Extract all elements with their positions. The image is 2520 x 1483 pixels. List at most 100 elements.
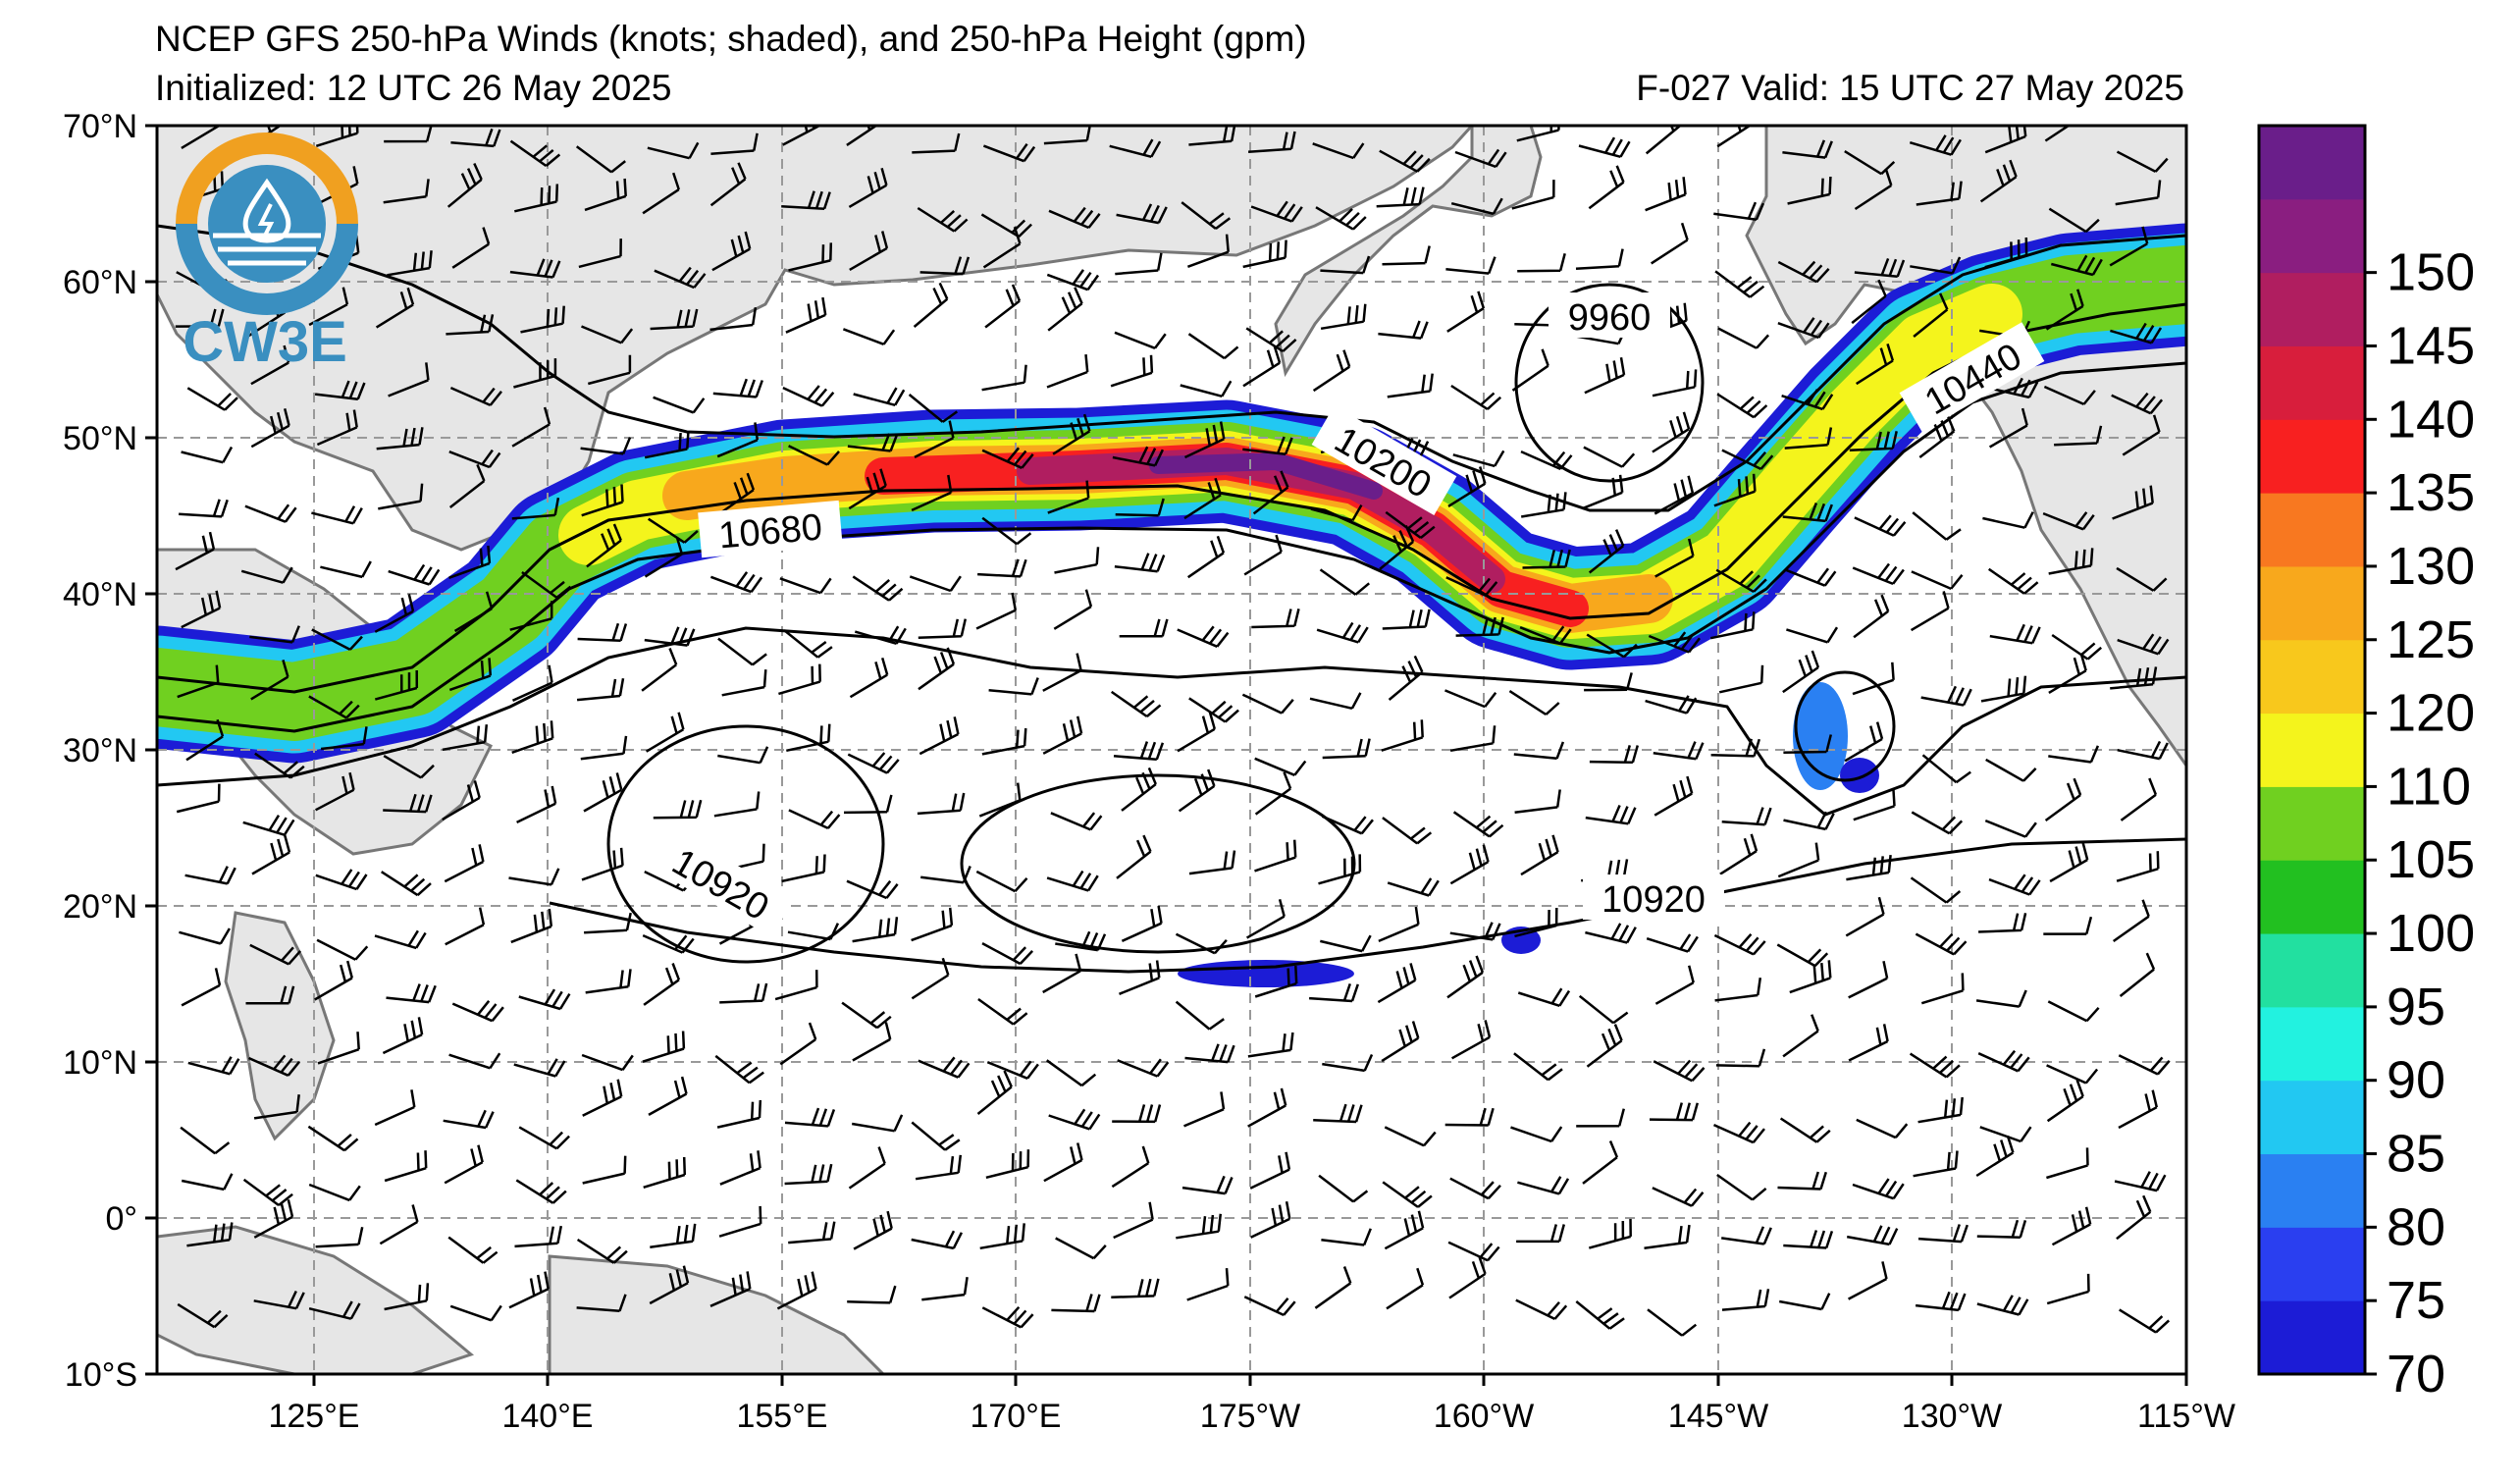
lon-label-160w: 160°W [1434,1398,1534,1435]
wind-barb [2048,548,2094,575]
wind-barb [1446,955,1485,999]
wind-barb [1851,279,1887,325]
contour-high-west [606,724,885,964]
lat-label-10n: 10°N [63,1044,137,1082]
wind-barb [1714,270,1765,298]
colorbar-segment [2259,1300,2365,1375]
wind-barb [249,943,302,966]
colorbar-segment [2259,419,2365,494]
wind-barb [1777,842,1820,878]
wind-barb [784,1107,836,1128]
wind-barb [1909,134,1962,156]
wind-barb [919,256,971,276]
wind-barb [1648,631,1701,654]
wind-barb [1589,745,1640,765]
wind-barb [375,287,415,329]
wind-barb [1447,1241,1500,1262]
contour-line-10920 [549,837,2186,974]
wind-barb [644,626,696,647]
wind-barb [719,982,768,1004]
wind-barb [975,870,1028,893]
wind-barb [320,560,372,579]
colorbar-label: 135 [2387,463,2475,522]
wind-barb [1654,775,1694,817]
wind-barb [177,664,220,699]
wind-barb [981,942,1034,966]
wind-barb [1645,177,1687,212]
wind-barb [1913,1150,1959,1178]
wind-barb [245,985,295,1005]
wind-barb [509,139,561,168]
wind-barb [1982,511,2034,529]
wind-barb [1111,1278,1160,1299]
wind-barb [1113,1201,1154,1240]
wind-barb [2122,414,2161,456]
wind-barb [714,1054,764,1085]
colorbar-label: 150 [2387,243,2475,302]
wind-barb [2110,322,2163,344]
wind-barb [1515,1298,1568,1321]
wind-barb [1046,870,1099,892]
wind-barb [450,128,501,148]
wind-barb [449,386,502,407]
wind-barb [1854,168,1893,211]
wind-barb [1446,291,1486,333]
wind-barb [1988,407,2028,449]
colorbar-segment [2259,345,2365,420]
wind-barb [584,178,627,212]
wind-barb [984,284,1022,329]
wind-barb [1787,176,1832,205]
wind-barb [641,648,678,692]
wind-barb [442,780,481,821]
wind-barb [316,938,369,961]
wind-barb [449,1304,502,1322]
wind-barb [586,523,622,568]
wind-barb [250,344,290,386]
wind-barb [1645,126,1681,155]
wind-barb [977,558,1027,578]
wind-barb [1250,1200,1291,1239]
wind-barb [1188,850,1236,875]
lon-label-130w: 130°W [1902,1398,2002,1435]
wind-barb [581,325,634,344]
wind-barb [1053,589,1093,630]
wind-barb [1450,384,1502,410]
wind-barb [1055,930,1107,952]
wind-barb [647,141,700,160]
lat-label-60n: 60°N [63,264,137,301]
wind-barb [253,1094,300,1120]
wind-barb [381,871,432,897]
wind-barb [383,755,435,779]
wind-barb [1910,591,1950,632]
wind-barb [1716,126,1753,148]
wind-barb [1313,1103,1363,1124]
wind-barb [1776,943,1829,968]
wind-barb [1450,197,1503,216]
wind-barb [1912,511,1962,541]
wind-barb [846,879,899,900]
wind-barb [788,809,841,830]
longitude-axis: 125°E 140°E 155°E 170°E 175°W 160°W 145°… [268,1374,2235,1435]
wind-barb [710,132,759,156]
wind-barb [1716,1173,1767,1201]
wind-barb [918,1056,971,1079]
wind-barb [716,1099,762,1129]
wind-barb [1644,1224,1691,1249]
wind-barb [2046,1079,2084,1123]
wind-barb [1583,446,1636,468]
wind-barb [843,794,893,815]
colorbar-label: 85 [2387,1125,2445,1184]
minor-wind-maxima [1178,682,1879,987]
wind-barb [2116,150,2169,174]
wind-barb [1517,1176,1570,1195]
colorbar-label: 75 [2387,1271,2445,1330]
wind-barb [1447,466,1487,507]
wind-barb [1112,446,1165,467]
wind-barb [1975,1135,2015,1178]
wind-barb [1249,1151,1291,1190]
wind-barb [1376,186,1425,208]
wind-barb [580,437,632,455]
wind-barb [914,420,955,459]
wind-barb [520,305,565,334]
wind-barb [1384,1210,1425,1250]
